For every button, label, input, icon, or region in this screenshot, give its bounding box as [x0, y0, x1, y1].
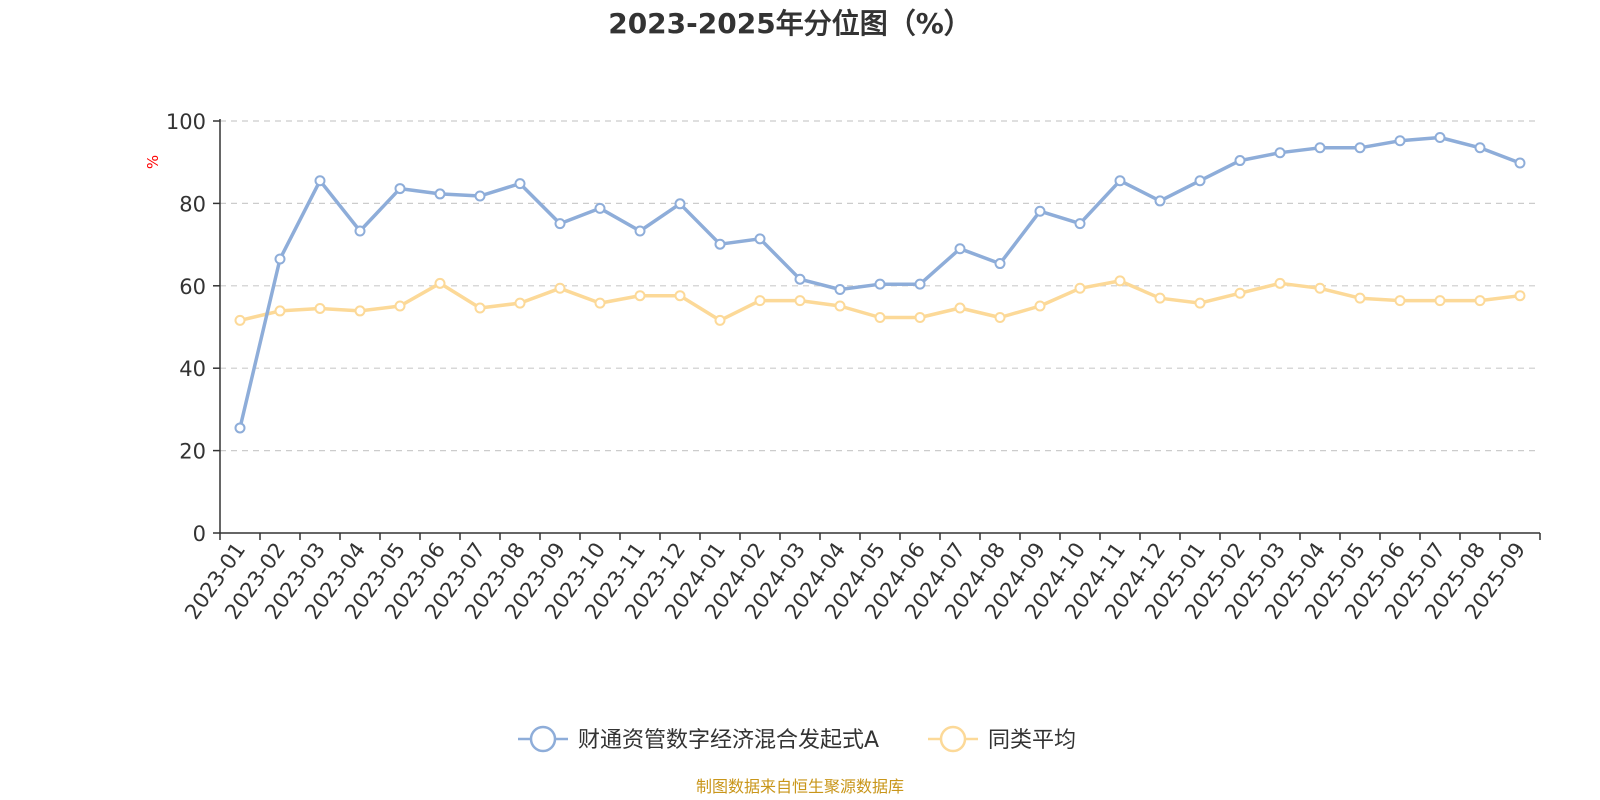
- axes: [213, 119, 1541, 540]
- data-point[interactable]: [834, 284, 846, 296]
- data-point[interactable]: [1194, 297, 1206, 309]
- legend-label: 财通资管数字经济混合发起式A: [578, 728, 879, 753]
- data-point[interactable]: [1114, 275, 1126, 287]
- data-point[interactable]: [634, 225, 646, 237]
- data-point[interactable]: [234, 314, 246, 326]
- data-point[interactable]: [1034, 205, 1046, 217]
- data-point[interactable]: [434, 188, 446, 200]
- data-point[interactable]: [1354, 142, 1366, 154]
- data-point[interactable]: [474, 190, 486, 202]
- data-point[interactable]: [1074, 218, 1086, 230]
- data-point[interactable]: [754, 295, 766, 307]
- data-point[interactable]: [954, 302, 966, 314]
- x-tick-labels: 2023-012023-022023-032023-042023-052023-…: [180, 538, 1530, 624]
- data-point[interactable]: [834, 300, 846, 312]
- data-point[interactable]: [554, 282, 566, 294]
- series-1: [234, 275, 1526, 326]
- data-point[interactable]: [714, 238, 726, 250]
- data-point[interactable]: [234, 422, 246, 434]
- legend-label: 同类平均: [988, 728, 1076, 753]
- data-point[interactable]: [1474, 295, 1486, 307]
- legend-item[interactable]: 财通资管数字经济混合发起式A: [518, 725, 879, 753]
- legend-circle-icon: [939, 725, 967, 753]
- series-lines: [234, 131, 1526, 434]
- legend-item[interactable]: 同类平均: [928, 725, 1076, 753]
- data-point[interactable]: [274, 253, 286, 265]
- data-point[interactable]: [434, 277, 446, 289]
- data-point[interactable]: [1314, 142, 1326, 154]
- data-point[interactable]: [394, 183, 406, 195]
- y-tick-label: 40: [179, 357, 206, 381]
- data-point[interactable]: [354, 305, 366, 317]
- data-point[interactable]: [674, 290, 686, 302]
- legend[interactable]: 财通资管数字经济混合发起式A 同类平均: [518, 725, 1076, 753]
- data-point[interactable]: [514, 178, 526, 190]
- data-point[interactable]: [874, 312, 886, 324]
- data-point[interactable]: [1314, 282, 1326, 294]
- data-point[interactable]: [1394, 295, 1406, 307]
- data-point[interactable]: [1154, 292, 1166, 304]
- data-point[interactable]: [914, 278, 926, 290]
- data-point[interactable]: [1434, 131, 1446, 143]
- data-point[interactable]: [1514, 290, 1526, 302]
- data-point[interactable]: [394, 300, 406, 312]
- data-point[interactable]: [754, 233, 766, 245]
- data-point[interactable]: [274, 305, 286, 317]
- data-point[interactable]: [1194, 175, 1206, 187]
- data-point[interactable]: [674, 198, 686, 210]
- data-point[interactable]: [1514, 157, 1526, 169]
- data-point[interactable]: [1234, 155, 1246, 167]
- data-point[interactable]: [1114, 175, 1126, 187]
- data-point[interactable]: [1074, 282, 1086, 294]
- data-point[interactable]: [994, 258, 1006, 270]
- data-source-note: 制图数据来自恒生聚源数据库: [696, 777, 904, 796]
- data-point[interactable]: [1234, 287, 1246, 299]
- legend-circle-icon: [529, 725, 557, 753]
- data-point[interactable]: [1274, 147, 1286, 159]
- data-point[interactable]: [714, 314, 726, 326]
- y-tick-label: 80: [179, 192, 206, 216]
- data-point[interactable]: [1154, 195, 1166, 207]
- data-point[interactable]: [474, 302, 486, 314]
- data-point[interactable]: [1354, 292, 1366, 304]
- series-0: [234, 131, 1526, 434]
- data-point[interactable]: [794, 273, 806, 285]
- data-point[interactable]: [354, 225, 366, 237]
- y-axis-unit-label: %: [144, 155, 162, 169]
- chart-title: 2023-2025年分位图（%）: [608, 7, 972, 40]
- y-tick-label: 20: [179, 440, 206, 464]
- data-point[interactable]: [314, 175, 326, 187]
- data-point[interactable]: [594, 297, 606, 309]
- data-point[interactable]: [874, 278, 886, 290]
- y-tick-label: 60: [179, 275, 206, 299]
- data-point[interactable]: [1474, 142, 1486, 154]
- data-point[interactable]: [1034, 300, 1046, 312]
- y-tick-label: 100: [166, 110, 206, 134]
- data-point[interactable]: [634, 290, 646, 302]
- data-point[interactable]: [914, 312, 926, 324]
- data-point[interactable]: [794, 295, 806, 307]
- data-point[interactable]: [554, 218, 566, 230]
- data-point[interactable]: [1394, 135, 1406, 147]
- data-point[interactable]: [594, 202, 606, 214]
- y-tick-label: 0: [193, 522, 206, 546]
- data-point[interactable]: [514, 297, 526, 309]
- data-point[interactable]: [1434, 295, 1446, 307]
- y-tick-labels: 0 20 40 60 80 100: [166, 110, 206, 546]
- data-point[interactable]: [994, 312, 1006, 324]
- data-point[interactable]: [1274, 277, 1286, 289]
- data-point[interactable]: [314, 302, 326, 314]
- data-point[interactable]: [954, 243, 966, 255]
